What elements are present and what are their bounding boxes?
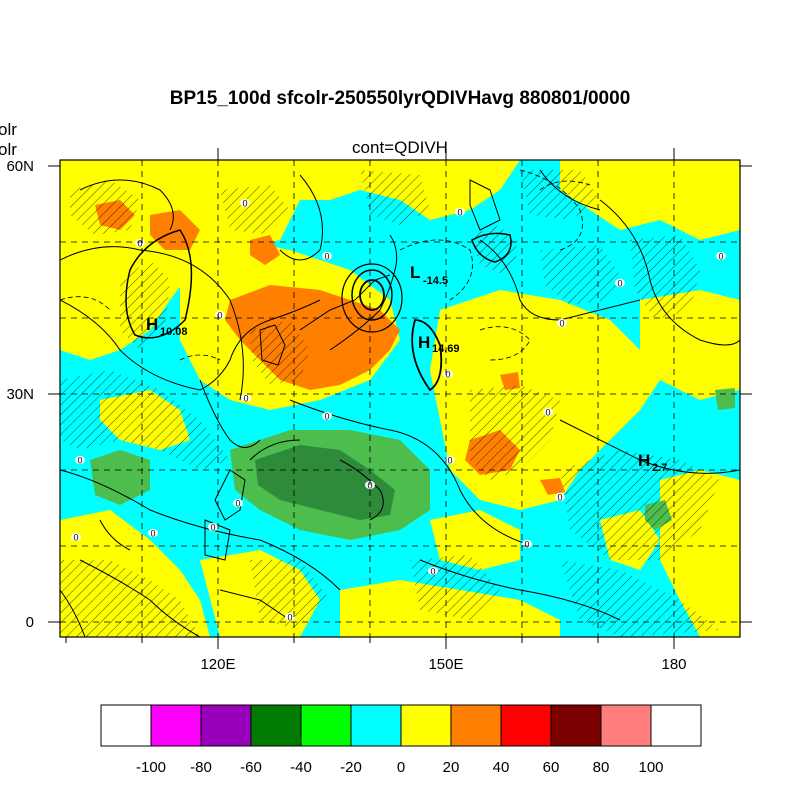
contour-label: 0 xyxy=(430,567,435,577)
contour-label: 0 xyxy=(243,394,248,404)
high-marker-3: H 2.7 xyxy=(638,451,667,474)
colorbar-label: -40 xyxy=(290,759,312,776)
map-area: 0 0 0 0 0 0 0 0 0 0 0 0 0 0 0 0 0 0 0 0 … xyxy=(60,160,740,637)
coastlines xyxy=(60,179,501,637)
contour-label: 0 xyxy=(242,199,247,209)
contour-label: 0 xyxy=(559,319,564,329)
high-marker-2: H 14.69 xyxy=(418,333,460,355)
contour-label: 0 xyxy=(557,493,562,503)
colorbar-label: 100 xyxy=(638,759,663,776)
contour-label: 0 xyxy=(367,481,372,491)
lon-label-150e: 150E xyxy=(428,656,463,673)
contour-label: 0 xyxy=(73,533,78,543)
svg-text:-14.5: -14.5 xyxy=(423,275,448,287)
contour-label: 0 xyxy=(545,408,550,418)
contour-label: 0 xyxy=(457,208,462,218)
contour-label: 0 xyxy=(217,311,222,321)
colorbar-swatch xyxy=(600,704,652,747)
colorbar-swatch xyxy=(150,704,202,747)
plot-title: BP15_100d sfcolr-250550lyrQDIVHavg 88080… xyxy=(169,88,631,109)
colorbar-swatch xyxy=(450,704,502,747)
colorbar-label: -100 xyxy=(136,759,166,776)
svg-text:H: H xyxy=(146,315,158,334)
contour-label: 0 xyxy=(210,523,215,533)
plot-subtitle: cont=QDIVH xyxy=(352,138,448,157)
contour-label: 0 xyxy=(445,370,450,380)
lon-label-180: 180 xyxy=(661,656,686,673)
colorbar-label: 80 xyxy=(593,759,610,776)
axis-ticks xyxy=(48,148,752,649)
contour-label: 0 xyxy=(324,412,329,422)
hatched-regions xyxy=(60,170,720,637)
tick-labels: 60N 30N 0 120E 150E 180 xyxy=(6,158,686,673)
colorbar-swatch xyxy=(100,704,152,747)
contour-label: 0 xyxy=(718,252,723,262)
lat-lon-grid xyxy=(60,160,740,637)
colorbar-swatch xyxy=(650,704,702,747)
svg-text:14.69: 14.69 xyxy=(432,343,460,355)
side-label-top: olr xyxy=(0,120,17,139)
colorbar-label: 0 xyxy=(397,759,405,776)
svg-text:2.7: 2.7 xyxy=(652,462,667,474)
lat-label-60n: 60N xyxy=(6,158,34,175)
contour-label: 0 xyxy=(524,540,529,550)
contour-label: 0 xyxy=(137,239,142,249)
lat-label-30n: 30N xyxy=(6,386,34,403)
high-marker-1: H 10.08 xyxy=(146,315,188,338)
svg-text:10.08: 10.08 xyxy=(160,326,188,338)
colorbar-swatch xyxy=(400,704,452,747)
contour-label: 0 xyxy=(617,279,622,289)
contour-lines xyxy=(60,169,740,621)
pressure-markers: H 10.08 L -14.5 H 14.69 H 2.7 xyxy=(146,263,667,474)
colorbar-label: -80 xyxy=(190,759,212,776)
svg-text:H: H xyxy=(638,451,650,470)
contour-label: 0 xyxy=(77,456,82,466)
side-label-bottom: olr xyxy=(0,140,17,159)
colorbar-label: 20 xyxy=(443,759,460,776)
colorbar-swatch xyxy=(250,704,302,747)
colorbar: -100 -80 -60 -40 -20 0 20 40 60 80 100 xyxy=(100,704,702,776)
colorbar-label: -20 xyxy=(340,759,362,776)
contour-label: 0 xyxy=(235,499,240,509)
colorbar-label: 40 xyxy=(493,759,510,776)
colorbar-swatch xyxy=(500,704,552,747)
low-marker: L -14.5 xyxy=(410,263,448,287)
contour-label: 0 xyxy=(324,252,329,262)
svg-text:H: H xyxy=(418,333,430,352)
dashed-contours xyxy=(60,169,591,361)
colorbar-label: 60 xyxy=(543,759,560,776)
contour-label: 0 xyxy=(150,529,155,539)
colorbar-label: -60 xyxy=(240,759,262,776)
lat-label-0: 0 xyxy=(26,614,34,631)
colorbar-swatch xyxy=(350,704,402,747)
map-frame xyxy=(59,159,741,638)
colorbar-swatch xyxy=(550,704,602,747)
contour-zero-labels: 0 0 0 0 0 0 0 0 0 0 0 0 0 0 0 0 0 0 0 0 … xyxy=(71,199,726,623)
contour-label: 0 xyxy=(447,456,452,466)
svg-text:L: L xyxy=(410,263,420,282)
colorbar-swatch xyxy=(300,704,352,747)
dark-green-field xyxy=(255,445,395,520)
lon-label-120e: 120E xyxy=(200,656,235,673)
contour-label: 0 xyxy=(287,613,292,623)
colorbar-swatch xyxy=(200,704,252,747)
